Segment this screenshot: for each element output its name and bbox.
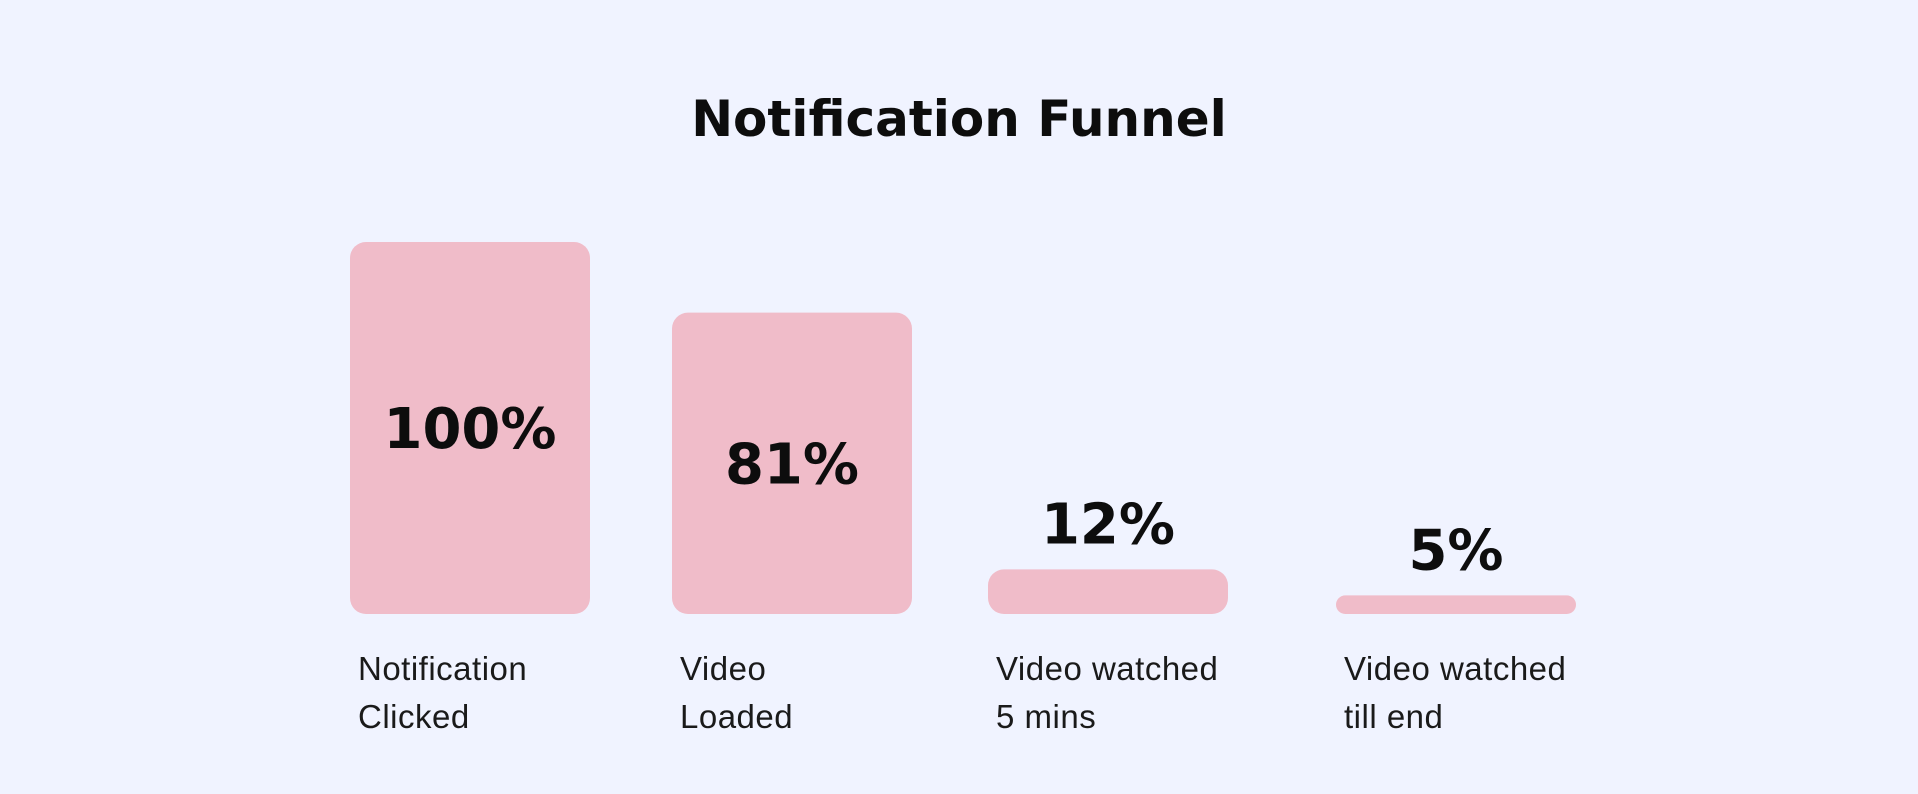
category-labels-group: Notification Clicked Video Loaded Video watc…	[358, 650, 1566, 735]
category-label-2-line-0: Video watched	[996, 650, 1218, 687]
bar-1	[672, 312, 912, 614]
bar-2	[988, 569, 1228, 614]
value-label-1: 81%	[725, 432, 859, 497]
category-label-0-line-0: Notification	[358, 650, 527, 687]
category-label-1-line-1: Loaded	[680, 698, 793, 735]
category-label-1-line-0: Video	[680, 650, 766, 687]
value-label-2: 12%	[1041, 492, 1175, 557]
bar-0	[350, 242, 590, 614]
value-label-3: 5%	[1408, 518, 1503, 583]
value-labels-group: 100% 81% 12% 5%	[383, 397, 1503, 583]
value-label-0: 100%	[383, 397, 556, 462]
bar-3	[1336, 595, 1576, 614]
category-label-3-line-1: till end	[1344, 698, 1443, 735]
category-label-2-line-1: 5 mins	[996, 698, 1096, 735]
chart-title: Notification Funnel	[691, 90, 1227, 148]
category-label-3-line-0: Video watched	[1344, 650, 1566, 687]
bars-group	[350, 242, 1576, 614]
category-label-0-line-1: Clicked	[358, 698, 470, 735]
